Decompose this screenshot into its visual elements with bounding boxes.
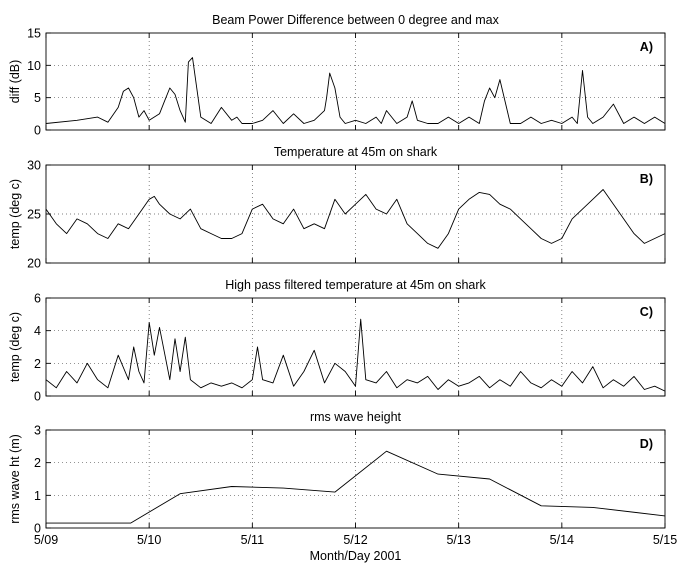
panel-b-series-line [45, 189, 666, 249]
panel-a-title: Beam Power Difference between 0 degree a… [212, 13, 499, 27]
panel-d-ytick-label: 1 [34, 489, 41, 503]
panel-c-ytick-label: 2 [34, 357, 41, 371]
panel-a-ytick-label: 15 [27, 27, 41, 41]
panel-d-title: rms wave height [310, 410, 402, 424]
panel-c-ytick-label: 0 [34, 390, 41, 404]
x-axis-label: Month/Day 2001 [310, 549, 402, 563]
panel-c-title: High pass filtered temperature at 45m on… [225, 278, 486, 292]
panel-b-label: B) [640, 172, 653, 186]
panel-d-ytick-label: 0 [34, 522, 41, 536]
panel-b-ytick-label: 20 [27, 257, 41, 271]
panel-d-ytick-label: 3 [34, 424, 41, 438]
xtick-label: 5/15 [653, 533, 677, 547]
panel-c-ytick-label: 6 [34, 292, 41, 306]
panel-a-label: A) [640, 40, 653, 54]
xtick-label: 5/13 [446, 533, 470, 547]
xtick-label: 5/09 [34, 533, 58, 547]
panel-a-series-line [45, 57, 666, 124]
panel-a-ytick-label: 10 [27, 59, 41, 73]
panel-b-title: Temperature at 45m on shark [274, 145, 438, 159]
xtick-label: 5/12 [343, 533, 367, 547]
panel-d-series-line [46, 450, 666, 524]
xtick-label: 5/11 [241, 533, 264, 547]
panel-c-series-line [45, 318, 666, 392]
panel-d-label: D) [640, 437, 653, 451]
panel-d-ylabel: rms wave ht (m) [8, 434, 22, 524]
panel-c-ytick-label: 4 [34, 324, 41, 338]
panel-b-ylabel: temp (deg c) [8, 179, 22, 249]
panel-c-label: C) [640, 305, 653, 319]
panel-c-ylabel: temp (deg c) [8, 312, 22, 382]
panel-a-ytick-label: 0 [34, 124, 41, 138]
panel-a-ylabel: diff (dB) [8, 60, 22, 104]
xtick-label: 5/14 [550, 533, 574, 547]
panel-b-ytick-label: 25 [27, 208, 41, 222]
panel-a-ytick-label: 5 [34, 91, 41, 105]
panel-b-ytick-label: 30 [27, 159, 41, 173]
xtick-label: 5/10 [137, 533, 161, 547]
panel-d-ytick-label: 2 [34, 456, 41, 470]
